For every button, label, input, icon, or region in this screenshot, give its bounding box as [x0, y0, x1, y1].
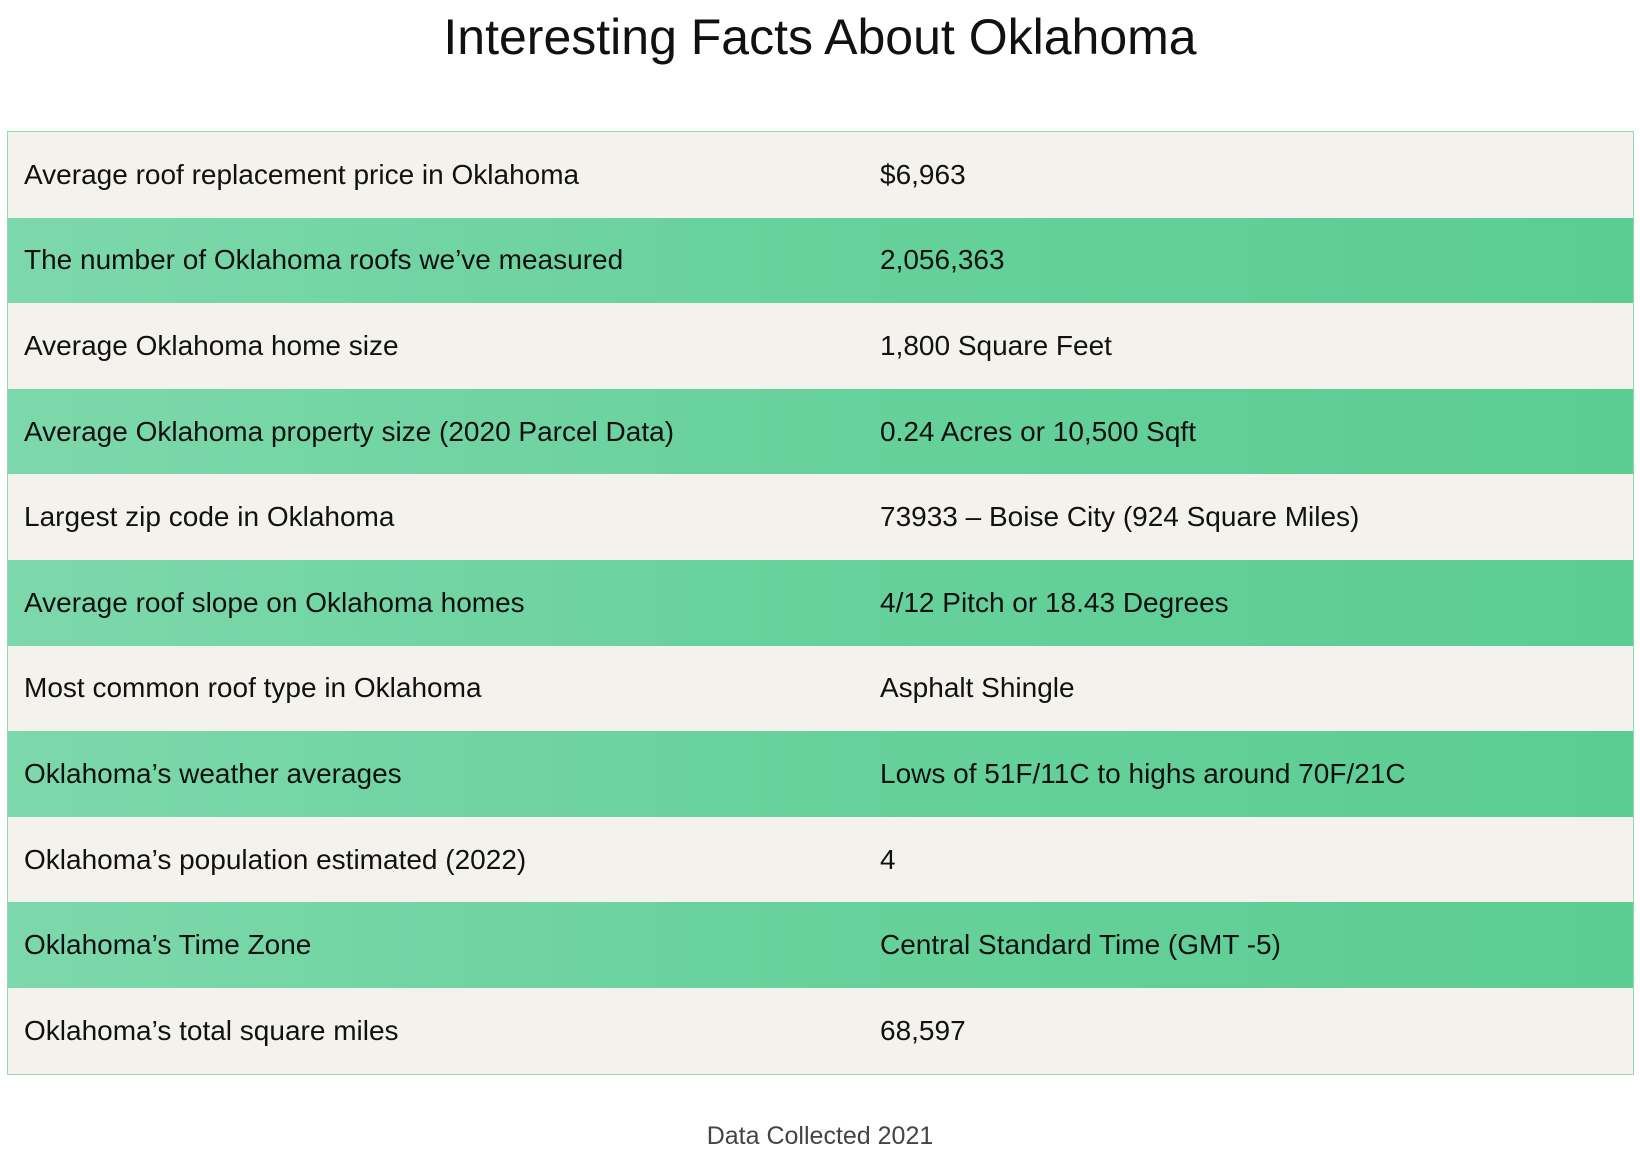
fact-label: Average Oklahoma property size (2020 Par…	[24, 415, 675, 447]
page-title: Interesting Facts About Oklahoma	[443, 9, 1197, 65]
table-row: Average Oklahoma property size (2020 Par…	[8, 388, 1633, 475]
table-row: Oklahoma’s population estimated (2022) 4	[8, 816, 1633, 903]
fact-label: Oklahoma’s Time Zone	[24, 929, 312, 961]
table-row: Average roof replacement price in Oklaho…	[8, 132, 1633, 218]
facts-table: Average roof replacement price in Oklaho…	[7, 131, 1634, 1075]
fact-label: Average roof slope on Oklahoma homes	[24, 586, 525, 618]
fact-value: $6,963	[880, 158, 966, 190]
table-row: The number of Oklahoma roofs we’ve measu…	[8, 217, 1633, 304]
fact-value: Asphalt Shingle	[880, 672, 1075, 704]
fact-value: 2,056,363	[880, 244, 1005, 276]
fact-label: Largest zip code in Oklahoma	[24, 501, 395, 533]
data-collected-note: Data Collected 2021	[706, 1122, 934, 1150]
table-row: Average roof slope on Oklahoma homes 4/1…	[8, 559, 1633, 646]
fact-value: 4	[880, 843, 896, 875]
fact-value: 73933 – Boise City (924 Square Miles)	[880, 501, 1360, 533]
table-row: Average Oklahoma home size 1,800 Square …	[8, 303, 1633, 389]
fact-value: 4/12 Pitch or 18.43 Degrees	[880, 586, 1229, 618]
fact-label: Average roof replacement price in Oklaho…	[24, 158, 580, 190]
fact-label: The number of Oklahoma roofs we’ve measu…	[24, 244, 624, 276]
fact-value: 1,800 Square Feet	[880, 329, 1112, 361]
fact-label: Oklahoma’s total square miles	[24, 1014, 399, 1046]
table-row: Largest zip code in Oklahoma 73933 – Boi…	[8, 474, 1633, 560]
fact-value: 0.24 Acres or 10,500 Sqft	[880, 415, 1196, 447]
fact-value: 68,597	[880, 1014, 966, 1046]
fact-label: Oklahoma’s population estimated (2022)	[24, 843, 527, 875]
fact-label: Average Oklahoma home size	[24, 329, 399, 361]
fact-label: Most common roof type in Oklahoma	[24, 672, 482, 704]
fact-label: Oklahoma’s weather averages	[24, 757, 402, 789]
table-row: Oklahoma’s total square miles 68,597	[8, 987, 1633, 1074]
table-row: Oklahoma’s weather averages Lows of 51F/…	[8, 731, 1633, 817]
fact-value: Central Standard Time (GMT -5)	[880, 929, 1281, 961]
fact-value: Lows of 51F/11C to highs around 70F/21C	[880, 757, 1406, 789]
table-row: Most common roof type in Oklahoma Asphal…	[8, 645, 1633, 732]
table-row: Oklahoma’s Time Zone Central Standard Ti…	[8, 902, 1633, 988]
